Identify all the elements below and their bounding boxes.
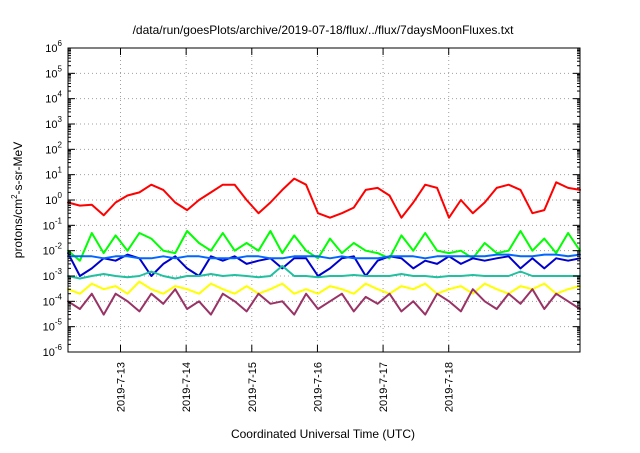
- y-tick-label: 10-3: [43, 267, 63, 283]
- y-tick-label: 10-6: [43, 343, 63, 359]
- y-axis-label-post: -s-sr-MeV: [11, 142, 25, 195]
- series-line-5: [67, 280, 581, 295]
- grid-layer: [68, 48, 580, 352]
- y-tick-label: 101: [45, 166, 62, 182]
- y-axis-label: protons/cm2-s-sr-MeV: [10, 142, 25, 258]
- y-tick-label: 104: [45, 90, 62, 106]
- x-tick-label: 2019-7-15: [247, 362, 259, 412]
- series-line-2: [67, 252, 581, 277]
- x-tick-label: 2019-7-16: [312, 362, 324, 412]
- x-tick-label: 2019-7-17: [378, 362, 390, 412]
- x-tick-label: 2019-7-18: [444, 362, 456, 412]
- series-line-0: [67, 177, 581, 219]
- series-layer: [67, 177, 581, 316]
- y-tick-label: 100: [45, 191, 62, 207]
- chart-title: /data/run/goesPlots/archive/2019-07-18/f…: [133, 23, 515, 37]
- y-tick-label: 10-5: [43, 318, 63, 334]
- y-tick-label: 106: [45, 39, 62, 55]
- y-tick-label: 10-1: [43, 216, 63, 232]
- y-tick-label: 103: [45, 115, 62, 131]
- x-tick-label: 2019-7-13: [116, 362, 128, 412]
- y-tick-label: 10-4: [43, 292, 63, 308]
- series-line-6: [67, 288, 581, 316]
- y-axis: 10-6 10-5 10-4 10-3 10-2 10-1 100 101 102 103 104 1…: [43, 39, 580, 359]
- y-tick-label: 105: [45, 64, 62, 80]
- series-line-3: [67, 253, 581, 260]
- y-tick-label: 10-2: [43, 242, 63, 258]
- x-tick-label: 2019-7-14: [181, 362, 193, 412]
- series-line-4: [67, 264, 581, 280]
- y-tick-label: 102: [45, 140, 62, 156]
- y-axis-label-pre: protons/cm: [11, 199, 25, 258]
- x-axis: 2019-7-13 2019-7-14 2019-7-15 2019-7-16 2019…: [116, 48, 456, 412]
- x-axis-label: Coordinated Universal Time (UTC): [231, 427, 415, 441]
- series-line-1: [67, 230, 581, 262]
- y-axis-label-sup: 2: [10, 194, 19, 199]
